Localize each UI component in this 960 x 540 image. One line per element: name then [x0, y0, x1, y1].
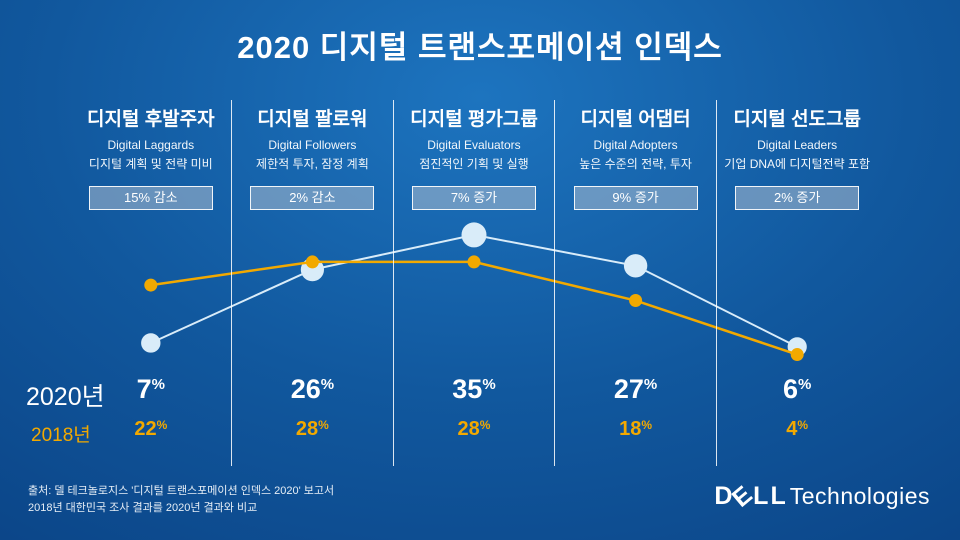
value-2020: 35	[452, 374, 483, 404]
category-description: 점진적인 기획 및 실행	[419, 157, 529, 171]
category-title: 디지털 팔로워	[257, 109, 368, 130]
source-note-line2: 2018년 대한민국 조사 결과를 2020년 결과와 비교	[28, 502, 258, 515]
value-2020-cell: 26%	[232, 374, 394, 405]
dell-wordmark: DELL	[714, 479, 788, 512]
value-2020-cell: 6%	[716, 374, 878, 405]
category-description: 높은 수준의 전략, 투자	[579, 157, 692, 171]
category-subtitle-en: Digital Laggards	[107, 138, 195, 152]
row-label-2018: 2018년	[31, 425, 91, 446]
percent-sign: %	[151, 376, 165, 393]
category-description: 기업 DNA에 디지털전략 포함	[724, 157, 871, 171]
value-2018: 18	[619, 418, 642, 440]
percent-sign: %	[798, 376, 812, 393]
value-2018: 22	[134, 418, 157, 440]
value-2018-cell: 28%	[232, 418, 394, 441]
category-subtitle-en: Digital Followers	[268, 138, 357, 152]
change-badge: 2% 증가	[735, 186, 860, 210]
value-2020: 27	[613, 374, 644, 404]
category-column-laggards: 디지털 후발주자 Digital Laggards 디지털 계획 및 전략 미비…	[70, 104, 232, 210]
category-column-adopters: 디지털 어댑터 Digital Adopters 높은 수준의 전략, 투자 9…	[555, 104, 717, 210]
change-badge: 15% 감소	[88, 186, 213, 210]
category-title: 디지털 어댑터	[580, 109, 691, 130]
category-columns: 디지털 후발주자 Digital Laggards 디지털 계획 및 전략 미비…	[70, 104, 878, 210]
page-title: 2020 디지털 트랜스포메이션 인덱스	[237, 30, 723, 65]
percent-sign: %	[643, 376, 658, 393]
value-2018-cell: 28%	[393, 418, 555, 441]
category-column-evaluators: 디지털 평가그룹 Digital Evaluators 점진적인 기획 및 실행…	[393, 104, 555, 210]
category-title: 디지털 평가그룹	[410, 109, 538, 130]
value-2020: 26	[290, 374, 321, 404]
category-title: 디지털 후발주자	[86, 109, 215, 130]
column-divider	[393, 100, 394, 466]
logo-letter: D	[714, 482, 735, 510]
values-row-2018: 22% 28% 28% 18% 4%	[70, 418, 878, 441]
column-divider	[716, 100, 717, 466]
value-2018-cell: 22%	[70, 418, 232, 441]
percent-sign: %	[479, 418, 491, 432]
percent-sign: %	[156, 418, 168, 432]
change-badge: 9% 증가	[573, 186, 698, 210]
change-badge: 7% 증가	[411, 186, 536, 210]
value-2020: 7	[136, 374, 152, 404]
logo-letter: L	[770, 482, 788, 510]
value-2018-cell: 18%	[555, 418, 717, 441]
value-2018: 28	[457, 418, 480, 440]
value-2020: 6	[782, 374, 799, 404]
dell-technologies-logo: DELL Technologies	[714, 479, 930, 512]
percent-sign: %	[641, 418, 653, 432]
category-column-followers: 디지털 팔로워 Digital Followers 제한적 투자, 잠정 계획 …	[232, 104, 394, 210]
percent-sign: %	[797, 418, 809, 432]
value-2018: 4	[786, 418, 798, 440]
percent-sign: %	[482, 376, 496, 393]
category-subtitle-en: Digital Adopters	[593, 138, 678, 152]
percent-sign: %	[320, 376, 335, 393]
technologies-wordmark: Technologies	[789, 483, 930, 509]
column-divider	[231, 100, 232, 466]
value-2020-cell: 27%	[555, 374, 717, 405]
value-2020-cell: 7%	[70, 374, 232, 405]
value-2018: 28	[295, 418, 319, 440]
values-row-2020: 7% 26% 35% 27% 6%	[70, 374, 878, 405]
category-column-leaders: 디지털 선도그룹 Digital Leaders 기업 DNA에 디지털전략 포…	[716, 104, 878, 210]
change-badge: 2% 감소	[250, 186, 375, 210]
row-label-2020: 2020년	[26, 383, 105, 411]
column-divider	[554, 100, 555, 466]
source-note-line1: 출처: 델 테크놀로지스 '디지털 트랜스포메이션 인덱스 2020' 보고서	[28, 485, 335, 497]
category-subtitle-en: Digital Evaluators	[427, 138, 521, 152]
logo-letter: L	[753, 482, 771, 510]
category-description: 디지털 계획 및 전략 미비	[88, 157, 213, 171]
category-subtitle-en: Digital Leaders	[757, 138, 838, 152]
source-note: 출처: 델 테크놀로지스 '디지털 트랜스포메이션 인덱스 2020' 보고서 …	[28, 483, 334, 517]
value-2020-cell: 35%	[393, 374, 555, 405]
category-description: 제한적 투자, 잠정 계획	[256, 157, 369, 171]
category-title: 디지털 선도그룹	[733, 109, 861, 130]
value-2018-cell: 4%	[716, 418, 878, 441]
percent-sign: %	[318, 418, 329, 432]
